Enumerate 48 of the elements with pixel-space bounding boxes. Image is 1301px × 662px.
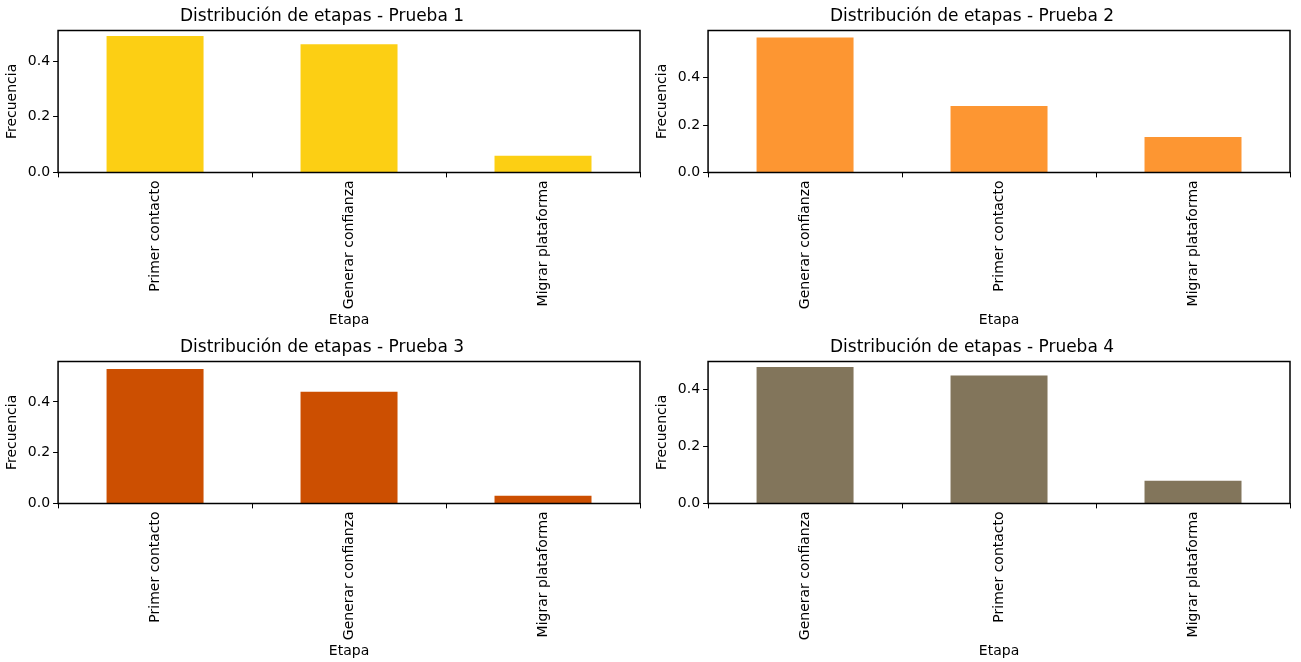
x-axis-title: Etapa (328, 642, 370, 659)
chart-title: Distribución de etapas - Prueba 1 (179, 4, 465, 25)
y-tick-label: 0.0 (27, 494, 51, 511)
y-tick-label: 0.2 (27, 107, 51, 124)
y-tick-label: 0.4 (677, 68, 701, 85)
x-tick-label: Migrar plataforma (1183, 511, 1200, 638)
bar (106, 35, 204, 172)
bar (106, 369, 204, 503)
x-tick-label: Migrar plataforma (1183, 180, 1200, 307)
bar (300, 44, 398, 172)
y-tick-label: 0.0 (677, 494, 701, 511)
chart-title: Distribución de etapas - Prueba 3 (179, 335, 465, 356)
y-tick-label: 0.2 (677, 437, 701, 454)
chart-title: Distribución de etapas - Prueba 2 (829, 4, 1115, 25)
x-tick-label: Primer contacto (145, 180, 162, 292)
x-tick-label: Generar confianza (339, 511, 356, 641)
y-tick-label: 0.2 (677, 115, 701, 132)
y-axis-title: Frecuencia (653, 394, 670, 471)
y-tick-label: 0.2 (27, 443, 51, 460)
bar (1144, 136, 1242, 172)
x-tick-label: Migrar plataforma (533, 511, 550, 638)
chart-title: Distribución de etapas - Prueba 4 (829, 335, 1115, 356)
y-axis-title: Frecuencia (3, 63, 20, 140)
x-tick-label: Generar confianza (795, 511, 812, 641)
y-tick-label: 0.4 (27, 392, 51, 409)
bar (494, 495, 592, 503)
bar (756, 367, 854, 503)
y-tick-label: 0.4 (677, 380, 701, 397)
y-tick-label: 0.0 (27, 163, 51, 180)
x-tick-label: Primer contacto (989, 180, 1006, 292)
bar (494, 155, 592, 172)
y-tick-label: 0.4 (27, 51, 51, 68)
y-axis-title: Frecuencia (3, 394, 20, 471)
x-axis-title: Etapa (978, 642, 1020, 659)
bar (1144, 480, 1242, 503)
x-tick-label: Primer contacto (145, 511, 162, 623)
bar (950, 106, 1048, 172)
y-tick-label: 0.0 (677, 163, 701, 180)
bar (950, 375, 1048, 503)
y-axis-title: Frecuencia (653, 63, 670, 140)
bar (300, 391, 398, 503)
x-axis-title: Etapa (328, 311, 370, 328)
x-tick-label: Generar confianza (795, 180, 812, 310)
x-tick-label: Migrar plataforma (533, 180, 550, 307)
x-axis-title: Etapa (978, 311, 1020, 328)
x-tick-label: Primer contacto (989, 511, 1006, 623)
x-tick-label: Generar confianza (339, 180, 356, 310)
bar (756, 37, 854, 172)
